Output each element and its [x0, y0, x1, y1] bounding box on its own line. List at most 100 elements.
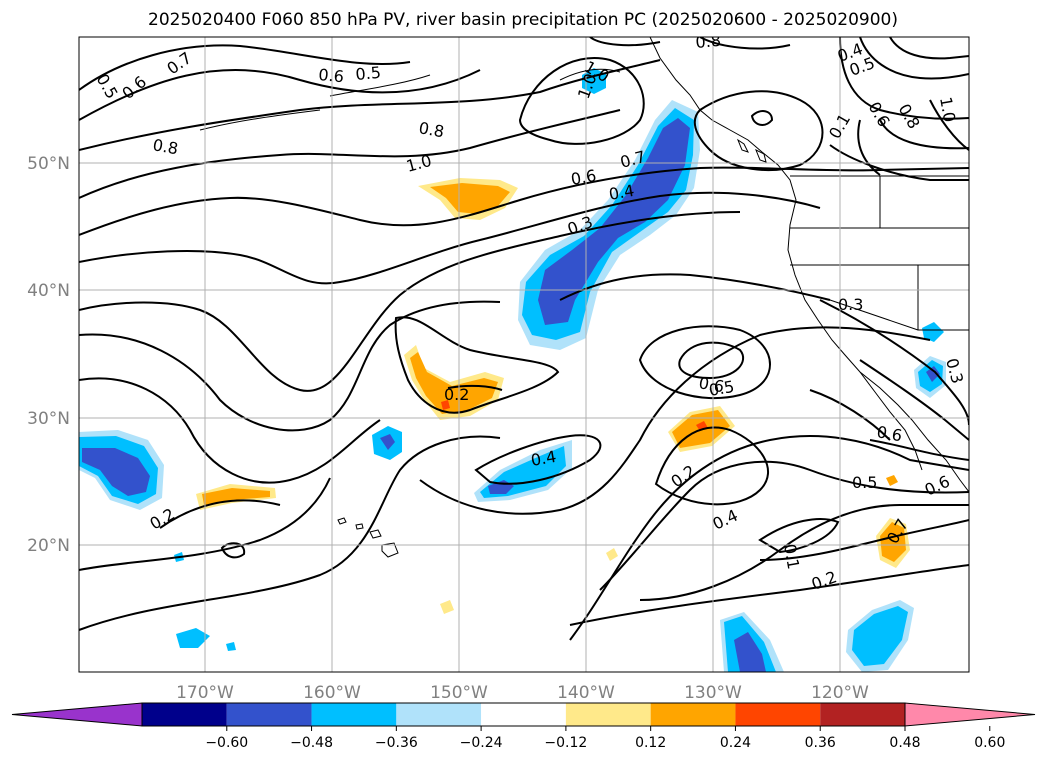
colorbar-extend-low	[11, 702, 143, 727]
pv-contour	[79, 109, 621, 199]
pv-contour	[474, 434, 602, 485]
contour-label: 0.6	[697, 373, 725, 396]
pv-contour	[819, 299, 969, 426]
figure-title: 2025020400 F060 850 hPa PV, river basin …	[148, 10, 898, 30]
colorbar-tick-label: 0.12	[635, 735, 666, 751]
colorbar-swatch	[142, 703, 227, 726]
contour-label: 0.2	[444, 385, 469, 404]
lon-tick-labels: 170°W 160°W 150°W 140°W 130°W 120°W	[176, 683, 869, 703]
colorbar-tick-label: 0.24	[720, 735, 751, 751]
shade-blue-se	[852, 606, 908, 666]
colorbar: −0.60 −0.48 −0.36 −0.24 −0.12 0.12 0.24 0.36 0.4…	[11, 702, 1036, 751]
shade-orange-central	[410, 352, 498, 414]
shade-ar-band-core	[538, 118, 690, 325]
shade-core-baja	[926, 366, 940, 382]
pv-contour	[879, 119, 969, 150]
shade-orange-se	[880, 522, 906, 562]
island-bc	[736, 138, 767, 163]
precip-shading	[79, 68, 946, 672]
pv-contour	[829, 144, 969, 181]
pv-contour	[79, 44, 411, 91]
pv-contour	[419, 326, 931, 515]
colorbar-frame	[141, 702, 906, 727]
map-panel: 0.5 0.6 0.7 0.6 0.5 0.8 0.8 1.0 1.0 1.0 …	[79, 31, 969, 672]
lat-tick-label: 50°N	[27, 154, 70, 174]
island-hawaii	[337, 517, 399, 558]
lat-tick-label: 20°N	[27, 536, 70, 556]
pv-contour	[857, 119, 881, 176]
contour-label: 0.8	[695, 31, 722, 52]
contour-label: 0.6	[569, 166, 597, 189]
pv-contour	[929, 99, 969, 151]
contour-label: 0.1	[780, 542, 803, 570]
lon-tick-label: 160°W	[303, 683, 361, 703]
coastlines	[199, 37, 969, 558]
pv-contour	[79, 166, 969, 236]
colorbar-tick-label: 0.48	[889, 735, 920, 751]
pv-contour	[79, 211, 741, 392]
lat-tick-label: 40°N	[27, 281, 70, 301]
colorbar-swatch	[311, 703, 397, 726]
lon-tick-label: 150°W	[430, 683, 488, 703]
shade-blue-socal	[922, 322, 944, 342]
colorbar-swatch	[481, 703, 566, 726]
pv-contour	[599, 460, 969, 591]
pv-contour	[79, 477, 331, 571]
coastline-alaska	[199, 68, 621, 131]
shade-speck-5	[226, 642, 236, 651]
pv-contour	[699, 37, 791, 50]
shade-speck-2	[440, 600, 454, 614]
colorbar-tick-label: 0.36	[805, 735, 836, 751]
pv-contour	[869, 439, 969, 461]
pv-contours	[79, 37, 969, 641]
pv-contour	[79, 300, 501, 432]
pv-contour	[889, 37, 969, 60]
colorbar-tick-label: 0.60	[974, 735, 1005, 751]
pv-contour	[654, 426, 770, 506]
contour-label: 0.3	[838, 295, 863, 314]
shade-core-s	[734, 632, 766, 672]
pv-contour	[589, 37, 661, 47]
lon-tick-label: 140°W	[557, 683, 615, 703]
pv-contour	[559, 273, 831, 301]
lon-tick-label: 130°W	[684, 683, 742, 703]
colorbar-tick-label: −0.12	[544, 735, 587, 751]
pv-contour	[859, 37, 969, 80]
shade-orange-ne	[430, 183, 510, 214]
map-frame	[78, 36, 970, 673]
pv-contour	[638, 325, 771, 399]
pv-contour	[639, 504, 969, 601]
coastline-north-america	[649, 37, 969, 493]
lat-tick-label: 30°N	[27, 409, 70, 429]
pv-contour	[839, 37, 969, 120]
contour-label: 0.6	[875, 422, 903, 445]
colorbar-tick-label: −0.24	[460, 735, 503, 751]
contour-label: 0.8	[151, 135, 179, 158]
pv-contour	[79, 377, 381, 484]
shade-speck-3	[606, 548, 618, 561]
contour-label: 0.5	[355, 63, 382, 84]
pv-contour	[159, 499, 281, 529]
contour-label: 0.6	[318, 65, 345, 86]
colorbar-swatch	[650, 703, 736, 726]
shade-core-hawaii-n	[380, 434, 395, 450]
contour-label: 0.4	[529, 447, 557, 470]
pv-contour	[759, 519, 969, 561]
pv-contour	[758, 518, 840, 554]
colorbar-swatch	[820, 703, 905, 726]
colorbar-extend-high	[904, 702, 1036, 727]
pv-contour	[750, 110, 774, 126]
pv-contour	[518, 57, 645, 145]
shade-speck-1	[176, 628, 210, 648]
colorbar-swatch	[396, 703, 482, 726]
colorbar-tick-label: −0.36	[375, 735, 418, 751]
pv-contour	[678, 341, 745, 380]
colorbar-tick-label: −0.48	[290, 735, 333, 751]
contour-label: 0.5	[707, 377, 735, 400]
lon-tick-label: 170°W	[176, 683, 234, 703]
contour-label: 0.5	[852, 473, 877, 492]
shade-west-blob-core	[82, 448, 150, 496]
border-states	[790, 176, 969, 331]
colorbar-tick-label: −0.60	[205, 735, 248, 751]
pv-contour	[394, 316, 560, 414]
